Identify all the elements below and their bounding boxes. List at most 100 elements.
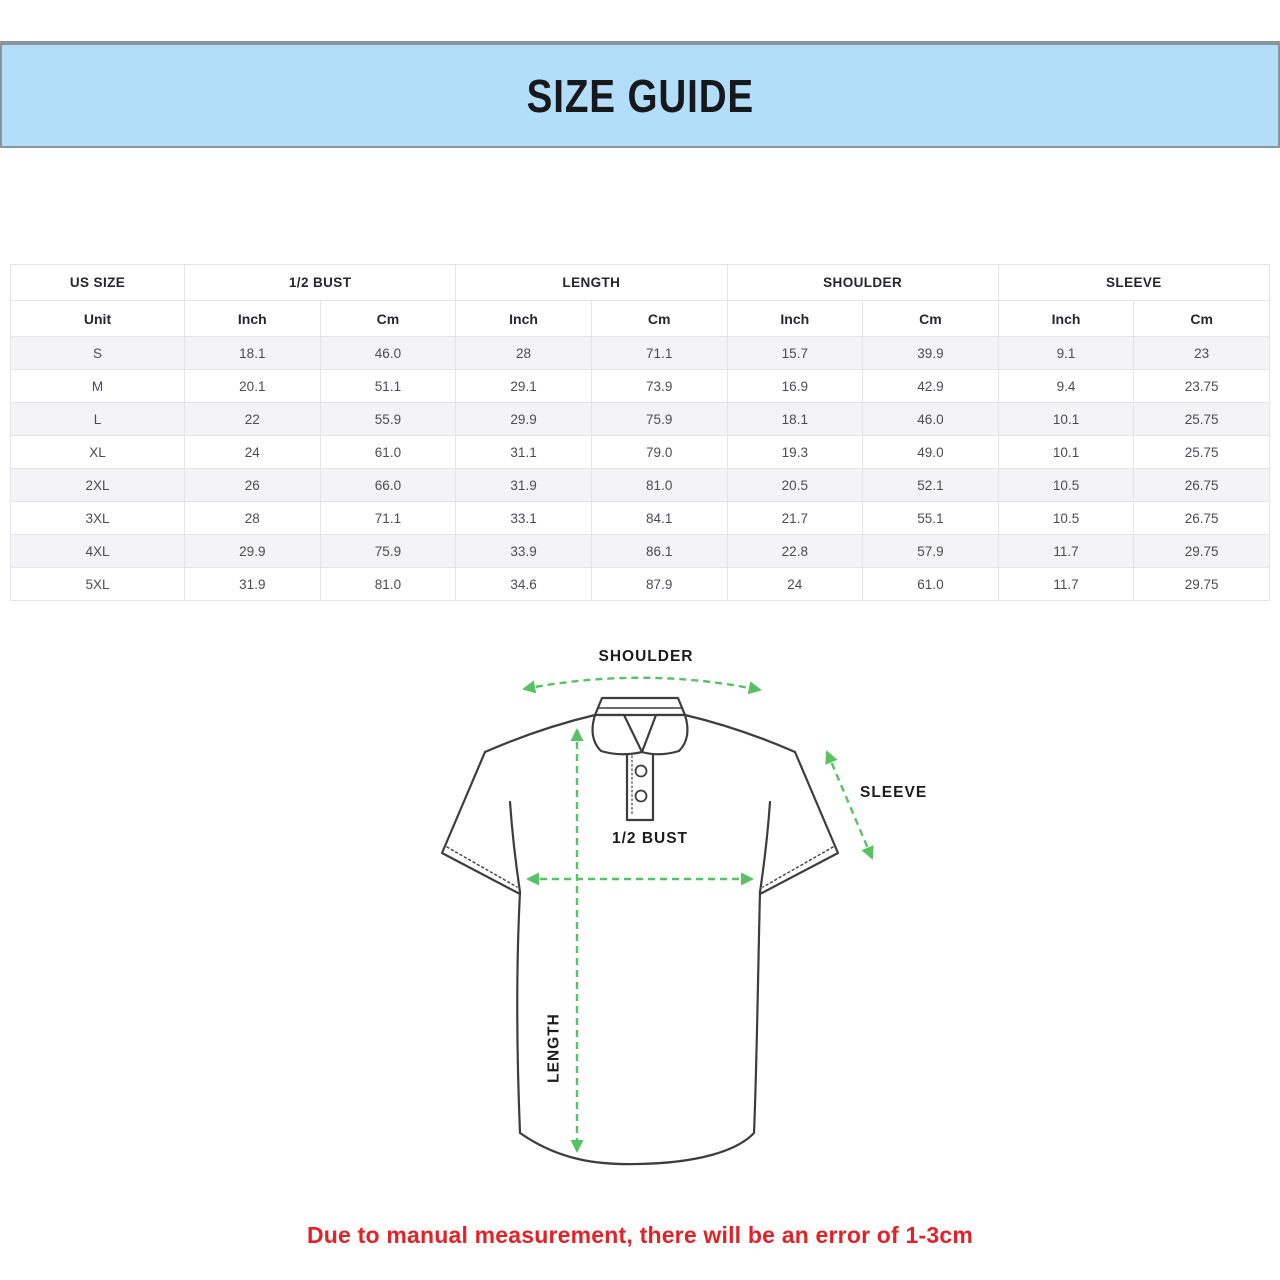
measure-cell: 61.0: [319, 435, 457, 469]
unit-header-cell: Cm: [590, 300, 728, 337]
right-shoulder-seam: [683, 713, 797, 754]
measure-cell: 29.75: [1133, 534, 1270, 568]
measure-cell: 15.7: [726, 336, 864, 370]
size-table-body: S 18.1 46.0 28 71.1 15.7 39.9 9.1 23 M 20.1 51.1 29.…: [10, 336, 1270, 601]
col-header-half-bust: 1/2 BUST: [183, 264, 457, 301]
unit-header-cell: Inch: [726, 300, 864, 337]
shirt-outline: [440, 696, 840, 1166]
measure-cell: 19.3: [726, 435, 864, 469]
measure-cell: 79.0: [590, 435, 728, 469]
left-shoulder-seam: [483, 713, 597, 754]
measure-cell: 26.75: [1133, 468, 1270, 502]
page-title: SIZE GUIDE: [526, 69, 754, 122]
measure-cell: 86.1: [590, 534, 728, 568]
measure-cell: 18.1: [184, 336, 321, 370]
half-bust-label: 1/2 BUST: [612, 830, 688, 847]
measure-cell: 29.1: [455, 369, 592, 403]
size-cell: 5XL: [10, 567, 185, 601]
unit-header-cell: Inch: [997, 300, 1135, 337]
size-cell: 4XL: [10, 534, 185, 568]
size-cell: M: [10, 369, 185, 403]
measure-cell: 28: [455, 336, 592, 370]
size-cell: L: [10, 402, 185, 436]
measure-cell: 39.9: [862, 336, 999, 370]
unit-header-cell: Unit: [10, 300, 185, 337]
measure-cell: 33.9: [455, 534, 592, 568]
table-row: L 22 55.9 29.9 75.9 18.1 46.0 10.1 25.75: [10, 402, 1270, 436]
shirt-body: [516, 890, 762, 1166]
measure-cell: 52.1: [862, 468, 999, 502]
right-sleeve: [758, 750, 840, 896]
measure-cell: 57.9: [862, 534, 999, 568]
measurement-disclaimer: Due to manual measurement, there will be…: [306, 1222, 973, 1248]
measure-cell: 23.75: [1133, 369, 1270, 403]
table-row: M 20.1 51.1 29.1 73.9 16.9 42.9 9.4 23.75: [10, 369, 1270, 403]
measure-cell: 24: [726, 567, 864, 601]
measure-cell: 9.4: [997, 369, 1135, 403]
measure-cell: 75.9: [590, 402, 728, 436]
size-cell: 3XL: [10, 501, 185, 535]
length-label: LENGTH: [546, 1013, 563, 1083]
measurement-arrows: [522, 676, 874, 1153]
measure-cell: 46.0: [319, 336, 457, 370]
measure-cell: 20.1: [184, 369, 321, 403]
placket: [625, 750, 655, 822]
measure-cell: 26.75: [1133, 501, 1270, 535]
measure-cell: 29.75: [1133, 567, 1270, 601]
measure-cell: 26: [184, 468, 321, 502]
shoulder-arrow: [522, 676, 762, 695]
left-armhole-seam: [508, 800, 522, 894]
measure-cell: 23: [1133, 336, 1270, 370]
size-cell: 2XL: [10, 468, 185, 502]
col-header-us-size: US SIZE: [10, 264, 185, 301]
right-armhole-seam: [758, 800, 772, 894]
unit-header-row: Unit Inch Cm Inch Cm Inch Cm Inch Cm: [10, 300, 1270, 337]
unit-header-cell: Cm: [862, 300, 999, 337]
collar-band: [593, 696, 687, 717]
size-guide-banner: SIZE GUIDE: [0, 41, 1280, 148]
measure-cell: 21.7: [726, 501, 864, 535]
measure-cell: 71.1: [319, 501, 457, 535]
measure-cell: 9.1: [997, 336, 1135, 370]
left-sleeve-hem-stitch: [446, 846, 518, 888]
measure-cell: 25.75: [1133, 402, 1270, 436]
measure-cell: 11.7: [997, 534, 1135, 568]
shoulder-label: SHOULDER: [599, 648, 694, 665]
measure-cell: 16.9: [726, 369, 864, 403]
measure-cell: 10.1: [997, 402, 1135, 436]
left-sleeve: [440, 750, 522, 896]
measure-cell: 24: [184, 435, 321, 469]
measure-cell: 22.8: [726, 534, 864, 568]
measure-cell: 22: [184, 402, 321, 436]
measure-cell: 61.0: [862, 567, 999, 601]
measure-cell: 10.5: [997, 501, 1135, 535]
unit-header-cell: Inch: [184, 300, 321, 337]
measure-cell: 31.9: [455, 468, 592, 502]
measure-cell: 49.0: [862, 435, 999, 469]
table-row: S 18.1 46.0 28 71.1 15.7 39.9 9.1 23: [10, 336, 1270, 370]
collar-left-flap: [591, 713, 644, 756]
measure-cell: 10.5: [997, 468, 1135, 502]
measure-cell: 34.6: [455, 567, 592, 601]
table-row: 2XL 26 66.0 31.9 81.0 20.5 52.1 10.5 26.75: [10, 468, 1270, 502]
button-icon: [634, 789, 648, 803]
measure-cell: 84.1: [590, 501, 728, 535]
measure-cell: 25.75: [1133, 435, 1270, 469]
measure-cell: 42.9: [862, 369, 999, 403]
table-row: 5XL 31.9 81.0 34.6 87.9 24 61.0 11.7 29.75: [10, 567, 1270, 601]
button-icon: [634, 764, 648, 778]
measure-cell: 55.1: [862, 501, 999, 535]
unit-header-cell: Inch: [455, 300, 592, 337]
size-table: US SIZE 1/2 BUST LENGTH SHOULDER SLEEVE …: [10, 264, 1271, 601]
measure-cell: 18.1: [726, 402, 864, 436]
group-header-row: US SIZE 1/2 BUST LENGTH SHOULDER SLEEVE: [10, 264, 1271, 301]
measure-cell: 81.0: [590, 468, 728, 502]
right-sleeve-hem-stitch: [762, 846, 834, 888]
measure-cell: 31.9: [184, 567, 321, 601]
measure-cell: 29.9: [455, 402, 592, 436]
measure-cell: 28: [184, 501, 321, 535]
col-header-length: LENGTH: [455, 264, 728, 301]
table-row: XL 24 61.0 31.1 79.0 19.3 49.0 10.1 25.75: [10, 435, 1270, 469]
unit-header-cell: Cm: [1133, 300, 1270, 337]
